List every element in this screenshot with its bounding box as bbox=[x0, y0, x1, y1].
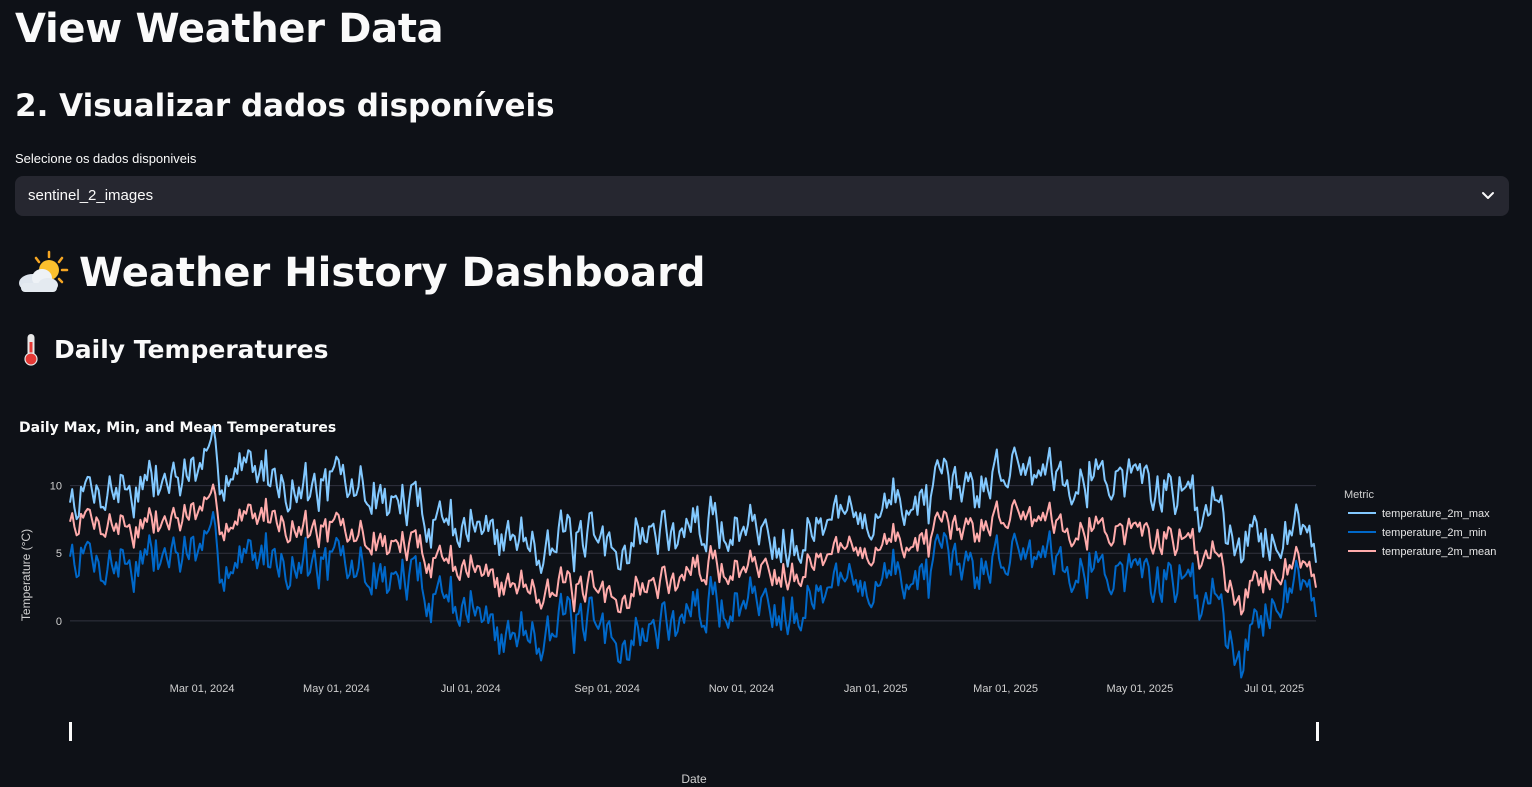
chart-lines bbox=[69, 425, 1317, 679]
x-tick-labels: Mar 01, 2024 May 01, 2024 Jul 01, 2024 Sep … bbox=[170, 683, 1304, 695]
y-tick-label: 0 bbox=[56, 616, 62, 628]
legend-item-temperature_2m_mean[interactable]: temperature_2m_mean bbox=[1382, 546, 1496, 558]
legend-title: Metric bbox=[1344, 489, 1374, 501]
range-slider-right-handle[interactable] bbox=[1316, 722, 1319, 741]
series-line-temperature_2m_max bbox=[69, 425, 1317, 574]
section-heading: 2. Visualizar dados disponíveis bbox=[15, 88, 555, 124]
y-tick-labels: 0 5 10 bbox=[50, 481, 62, 628]
legend-item-temperature_2m_max[interactable]: temperature_2m_max bbox=[1382, 508, 1490, 520]
dashboard-title-text: Weather History Dashboard bbox=[79, 250, 706, 296]
x-tick-label: Jan 01, 2025 bbox=[844, 683, 908, 695]
y-tick-label: 5 bbox=[56, 548, 62, 560]
x-axis-title: Date bbox=[681, 772, 707, 786]
page-title: View Weather Data bbox=[15, 6, 444, 52]
select-label: Selecione os dados disponiveis bbox=[15, 151, 197, 166]
x-tick-label: May 01, 2024 bbox=[303, 683, 370, 695]
x-tick-label: Jul 01, 2024 bbox=[441, 683, 501, 695]
daily-temperatures-text: Daily Temperatures bbox=[54, 334, 329, 364]
data-select[interactable]: sentinel_2_images bbox=[15, 176, 1509, 216]
x-tick-label: Mar 01, 2024 bbox=[170, 683, 235, 695]
thermometer-icon bbox=[24, 334, 38, 366]
x-tick-label: Nov 01, 2024 bbox=[709, 683, 774, 695]
x-tick-label: May 01, 2025 bbox=[1107, 683, 1174, 695]
legend-item-temperature_2m_min[interactable]: temperature_2m_min bbox=[1382, 527, 1487, 539]
select-value: sentinel_2_images bbox=[28, 187, 154, 204]
chart-title: Daily Max, Min, and Mean Temperatures bbox=[19, 420, 336, 436]
chevron-down-icon[interactable] bbox=[1479, 186, 1497, 204]
x-tick-label: Mar 01, 2025 bbox=[973, 683, 1038, 695]
y-axis-title: Temperature (°C) bbox=[19, 529, 33, 621]
series-line-temperature_2m_mean bbox=[69, 483, 1317, 616]
range-slider[interactable] bbox=[69, 722, 1319, 741]
x-tick-label: Sep 01, 2024 bbox=[574, 683, 639, 695]
cloud-sun-icon bbox=[19, 250, 69, 292]
daily-temperatures-heading: Daily Temperatures bbox=[18, 332, 328, 366]
x-tick-label: Jul 01, 2025 bbox=[1244, 683, 1304, 695]
chart-legend[interactable]: Metric temperature_2m_max temperature_2m_… bbox=[1344, 489, 1496, 558]
y-tick-label: 10 bbox=[50, 481, 62, 493]
range-slider-left-handle[interactable] bbox=[69, 722, 72, 741]
dashboard-title: Weather History Dashboard bbox=[15, 250, 705, 296]
series-line-temperature_2m_min bbox=[69, 511, 1317, 679]
temperature-chart[interactable]: Daily Max, Min, and Mean Temperatures 0 5… bbox=[0, 405, 1532, 787]
